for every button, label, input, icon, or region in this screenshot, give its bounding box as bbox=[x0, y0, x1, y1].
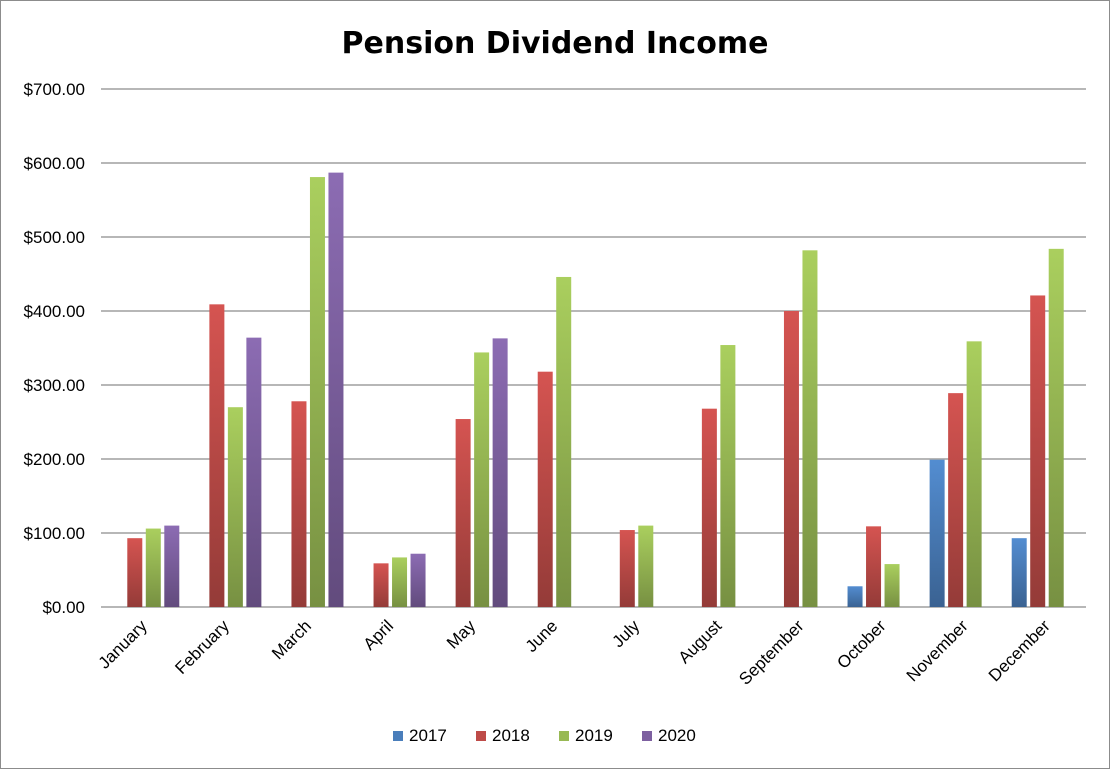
bar-2018-march bbox=[291, 401, 307, 607]
y-tick-label: $0.00 bbox=[42, 598, 85, 617]
legend-item-2018: 2018 bbox=[476, 726, 530, 745]
x-tick-label: November bbox=[903, 616, 972, 685]
bar-2019-may bbox=[474, 352, 490, 607]
bar-2018-june bbox=[537, 371, 553, 607]
bar-2019-june bbox=[556, 276, 572, 607]
bar-2020-march bbox=[328, 172, 344, 607]
x-tick-label: December bbox=[985, 616, 1054, 685]
y-tick-label: $700.00 bbox=[24, 80, 85, 99]
y-axis-ticks: $0.00 $100.00 $200.00 $300.00 $400.00 $500.00… bbox=[24, 80, 85, 617]
x-tick-label: October bbox=[833, 616, 889, 672]
bar-2020-february bbox=[246, 337, 262, 607]
bar-2018-may bbox=[455, 419, 471, 607]
x-axis-ticks: January February March April May June July Augu… bbox=[95, 616, 1054, 689]
bar-2019-march bbox=[309, 177, 325, 607]
x-tick-label: April bbox=[360, 616, 397, 653]
x-tick-label: July bbox=[609, 616, 644, 651]
y-tick-label: $400.00 bbox=[24, 302, 85, 321]
legend-label: 2020 bbox=[658, 726, 696, 745]
bar-2017-october bbox=[847, 586, 863, 607]
legend-label: 2017 bbox=[409, 726, 447, 745]
bar-2019-april bbox=[392, 557, 408, 607]
bar-2019-september bbox=[802, 250, 818, 607]
bar-2018-december bbox=[1030, 295, 1046, 607]
gridlines bbox=[101, 88, 1086, 608]
bar-2019-october bbox=[884, 564, 900, 607]
x-tick-label: August bbox=[675, 616, 726, 667]
x-tick-label: May bbox=[443, 616, 479, 652]
chart-title: Pension Dividend Income bbox=[342, 26, 769, 61]
bar-2017-december bbox=[1011, 538, 1027, 607]
bar-2018-september bbox=[783, 311, 799, 607]
bar-2017-november bbox=[929, 459, 945, 607]
bar-2018-november bbox=[948, 393, 964, 607]
bar-2019-december bbox=[1048, 248, 1064, 607]
bars bbox=[127, 172, 1064, 607]
y-tick-label: $300.00 bbox=[24, 376, 85, 395]
bar-2018-august bbox=[701, 408, 717, 607]
bar-2018-january bbox=[127, 538, 143, 607]
x-tick-label: September bbox=[735, 616, 807, 688]
x-tick-label: February bbox=[171, 616, 233, 678]
legend-swatch bbox=[393, 731, 403, 741]
bar-2019-july bbox=[638, 525, 654, 607]
y-tick-label: $100.00 bbox=[24, 524, 85, 543]
legend-label: 2019 bbox=[575, 726, 613, 745]
bar-2020-april bbox=[410, 553, 426, 607]
x-tick-label: January bbox=[95, 616, 152, 673]
bar-2020-may bbox=[492, 338, 508, 607]
legend: 2017 2018 2019 2020 bbox=[393, 726, 696, 745]
y-tick-label: $200.00 bbox=[24, 450, 85, 469]
legend-swatch bbox=[559, 731, 569, 741]
bar-2018-july bbox=[619, 530, 635, 607]
y-tick-label: $600.00 bbox=[24, 154, 85, 173]
bar-2019-february bbox=[227, 407, 243, 607]
legend-item-2019: 2019 bbox=[559, 726, 613, 745]
bar-2018-april bbox=[373, 563, 389, 607]
bar-2018-october bbox=[866, 526, 882, 607]
legend-swatch bbox=[642, 731, 652, 741]
y-tick-label: $500.00 bbox=[24, 228, 85, 247]
legend-item-2017: 2017 bbox=[393, 726, 447, 745]
bar-2019-august bbox=[720, 345, 736, 607]
bar-2018-february bbox=[209, 304, 225, 607]
bar-2020-january bbox=[164, 525, 180, 607]
x-tick-label: June bbox=[522, 616, 562, 656]
legend-item-2020: 2020 bbox=[642, 726, 696, 745]
legend-swatch bbox=[476, 731, 486, 741]
bar-2019-november bbox=[966, 341, 982, 607]
x-tick-label: March bbox=[268, 616, 315, 663]
legend-label: 2018 bbox=[492, 726, 530, 745]
bar-2019-january bbox=[145, 528, 161, 607]
